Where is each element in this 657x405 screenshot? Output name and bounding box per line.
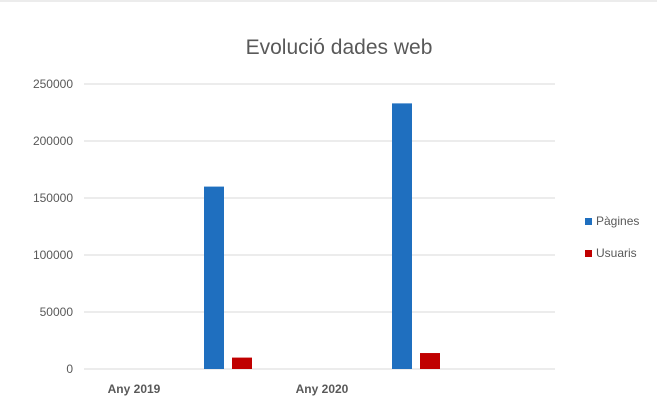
bars [204, 103, 440, 369]
legend-swatch [585, 250, 592, 257]
chart-title: Evolució dades web [246, 36, 433, 59]
y-tick-label: 100000 [33, 248, 73, 262]
legend: Pàgines Usuaris [585, 214, 639, 260]
legend-label: Usuaris [596, 246, 637, 260]
x-category-label: Any 2019 [108, 382, 161, 396]
bar-pagines [392, 103, 412, 369]
gridlines [84, 83, 555, 370]
bar-pagines [204, 186, 224, 369]
y-tick-label: 150000 [33, 191, 73, 205]
y-tick-label: 50000 [40, 305, 74, 319]
y-axis-tick-labels: 0 50000 100000 150000 200000 250000 [33, 77, 73, 376]
y-tick-label: 0 [66, 362, 73, 376]
y-tick-label: 250000 [33, 77, 73, 91]
x-category-label: Any 2020 [296, 382, 349, 396]
legend-swatch [585, 218, 592, 225]
bar-usuaris [420, 353, 440, 369]
bar-usuaris [232, 357, 252, 369]
x-axis-category-labels: Any 2019 Any 2020 [108, 382, 349, 396]
y-tick-label: 200000 [33, 134, 73, 148]
legend-label: Pàgines [596, 214, 639, 228]
